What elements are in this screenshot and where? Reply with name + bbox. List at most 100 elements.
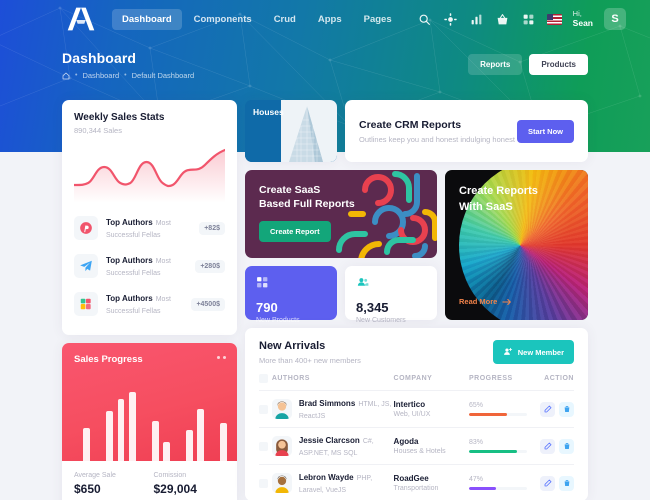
search-icon[interactable] (417, 12, 432, 27)
metric-label: Comission (153, 472, 187, 479)
new-arrivals-card: New Arrivals More than 400+ new members … (245, 328, 588, 500)
planet-title-line2: With SaaS (459, 200, 513, 213)
us-flag-icon[interactable] (546, 13, 562, 25)
author-title: Top Authors (106, 256, 153, 265)
avatar (271, 473, 292, 493)
author-skills: HTML, JS, ReactJS (298, 401, 392, 420)
edit-icon[interactable] (540, 475, 555, 491)
menu-item-pages[interactable]: Pages (363, 13, 392, 25)
breadcrumb-sep-2: • (124, 72, 127, 79)
menu-item-crud[interactable]: Crud (273, 13, 296, 25)
progress-track (469, 487, 528, 490)
row-select-cell (259, 465, 272, 500)
new-arrivals-header: New Arrivals More than 400+ new members … (259, 340, 574, 365)
column-progress: PROGRESS (469, 375, 513, 382)
saas-title-line2: Based Full Reports (259, 198, 355, 211)
author-subtitle: Most Successful Fellas (106, 258, 171, 277)
start-now-button[interactable]: Start Now (516, 119, 574, 143)
crm-title: Create CRM Reports (359, 118, 462, 131)
reports-button[interactable]: Reports (468, 54, 523, 75)
list-item[interactable]: Top Authors Most Successful Fellas +280$ (74, 247, 225, 285)
avatar[interactable]: S (604, 8, 626, 30)
new-member-button[interactable]: New Member (492, 340, 574, 364)
telegram-icon (74, 254, 98, 278)
author-name: Brad Simmons (298, 399, 356, 408)
planet-title-line1: Create Reports (459, 185, 538, 197)
products-button[interactable]: Products (529, 54, 588, 75)
menu-item-components[interactable]: Components (193, 13, 252, 25)
progress-track (469, 413, 528, 416)
row-checkbox[interactable] (259, 441, 268, 451)
planet-report-card: Create Reports With SaaS Read More (445, 170, 588, 320)
colorful-planet-photo (459, 170, 588, 320)
table-row[interactable]: Brad Simmons HTML, JS, ReactJS Intertico… (259, 390, 574, 428)
trash-icon[interactable] (559, 401, 574, 417)
main-menu: Dashboard Components Crud Apps Pages (112, 8, 402, 30)
company-sector: Houses & Hotels (393, 448, 446, 455)
author-badge: +280$ (195, 259, 225, 273)
company-cell: RoadGee Transportation (394, 465, 469, 500)
breadcrumb-item-dashboard[interactable]: Dashboard (82, 71, 120, 80)
company-sector: Transportation (393, 485, 439, 492)
puzzle-icon (74, 292, 98, 316)
row-checkbox[interactable] (259, 478, 268, 488)
column-company: COMPANY (393, 375, 433, 382)
author-title: Top Authors (106, 218, 153, 227)
author-title: Top Authors (106, 294, 153, 303)
dots-icon[interactable] (217, 356, 226, 359)
list-item[interactable]: Top Authors Most Successful Fellas +4500… (74, 285, 225, 323)
user-greeting: Hi, Sean (573, 9, 593, 29)
list-item[interactable]: Top Authors Most Successful Fellas +82$ (74, 209, 225, 247)
dashboard-content: Weekly Sales Stats 890,344 Sales (0, 100, 650, 500)
trash-icon[interactable] (559, 438, 574, 454)
action-cell (540, 428, 574, 465)
sales-progress-title: Sales Progress (74, 354, 143, 365)
pinterest-icon (74, 216, 98, 240)
basket-icon[interactable] (495, 12, 510, 27)
add-user-icon (503, 347, 512, 355)
home-icon[interactable] (62, 72, 70, 80)
table-row[interactable]: Jessie Clarcson C#, ASP.NET, MS SQL Agod… (259, 427, 574, 465)
action-cell (540, 465, 574, 500)
sales-progress-metrics: Average Sale $650 Comission $29,004 Annu… (62, 461, 237, 500)
new-arrivals-titles: New Arrivals More than 400+ new members (259, 340, 361, 365)
menu-item-dashboard[interactable]: Dashboard (112, 8, 182, 30)
stat-value: 8,345 (356, 300, 389, 315)
select-all-checkbox[interactable] (259, 374, 268, 383)
bar-chart-icon[interactable] (469, 12, 484, 27)
edit-icon[interactable] (540, 438, 555, 454)
company-name: Agoda (393, 437, 419, 446)
avatar (271, 399, 292, 419)
stat-row: 790 New Products 8,345 (245, 266, 437, 324)
target-icon[interactable] (443, 12, 458, 27)
read-more-link[interactable]: Read More (459, 297, 512, 306)
metric-value: $650 (74, 482, 101, 496)
table-row[interactable]: Lebron Wayde PHP, Laravel, VueJS RoadGee… (259, 464, 574, 500)
planet-title: Create Reports With SaaS (459, 184, 574, 216)
row-checkbox[interactable] (259, 404, 268, 414)
action-cell (540, 391, 574, 428)
edit-icon[interactable] (540, 401, 555, 417)
content-row: Weekly Sales Stats 890,344 Sales (62, 100, 588, 500)
weekly-sales-title: Weekly Sales Stats (74, 112, 165, 123)
houses-card[interactable]: Houses (245, 100, 337, 162)
author-text: Top Authors Most Successful Fellas (106, 254, 187, 278)
promo-row: Create SaaS Based Full Reports Create Re… (245, 170, 588, 324)
trash-icon[interactable] (559, 475, 574, 491)
progress-cell: 47% (469, 465, 540, 500)
breadcrumb: • Dashboard • Default Dashboard (62, 71, 194, 80)
page-title: Dashboard (62, 50, 137, 66)
menu-item-apps[interactable]: Apps (317, 13, 342, 25)
author-info: Brad Simmons HTML, JS, ReactJS (271, 397, 394, 421)
grid-icon[interactable] (521, 12, 536, 27)
author-name-block: Brad Simmons HTML, JS, ReactJS (299, 397, 394, 421)
read-more-label: Read More (459, 297, 498, 306)
progress-track (469, 450, 528, 453)
create-report-button[interactable]: Create Report (259, 221, 331, 243)
company-cell: Intertico Web, UI/UX (394, 391, 469, 428)
logo-icon[interactable] (62, 6, 100, 32)
stat-new-customers[interactable]: 8,345 New Customers (345, 266, 437, 324)
stat-new-products[interactable]: 790 New Products (245, 266, 337, 324)
breadcrumb-item-default-dashboard[interactable]: Default Dashboard (131, 71, 195, 80)
author-name: Lebron Wayde (298, 473, 354, 482)
